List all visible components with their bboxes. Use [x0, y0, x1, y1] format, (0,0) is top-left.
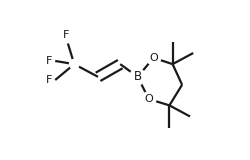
- Text: F: F: [46, 56, 52, 66]
- Circle shape: [130, 69, 146, 85]
- Text: B: B: [134, 70, 142, 83]
- Text: F: F: [63, 30, 70, 40]
- Text: O: O: [144, 94, 153, 104]
- Text: F: F: [46, 75, 52, 85]
- Circle shape: [142, 92, 156, 106]
- Circle shape: [146, 51, 161, 65]
- Circle shape: [70, 59, 79, 69]
- Text: O: O: [149, 53, 158, 63]
